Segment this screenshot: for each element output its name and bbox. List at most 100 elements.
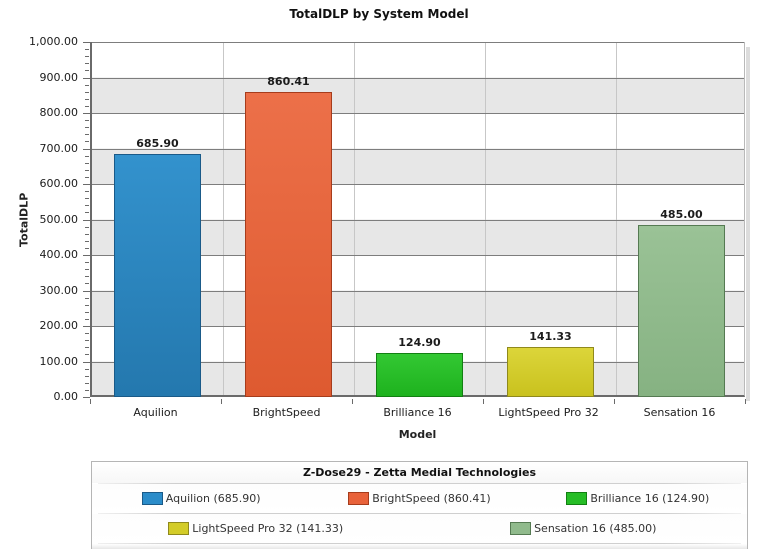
legend-color-swatch xyxy=(141,492,163,505)
legend-entry-brilliance-16[interactable]: Brilliance 16 (124.90) xyxy=(566,492,709,505)
legend-color-swatch xyxy=(510,522,532,535)
legend-separator xyxy=(98,543,741,544)
bar-value-label: 485.00 xyxy=(660,207,703,221)
y-gridline xyxy=(92,326,744,327)
bar-aquilion[interactable] xyxy=(114,153,201,397)
x-category-label-brilliance-16: Brilliance 16 xyxy=(383,406,452,419)
legend-entry-lightspeed-pro-32[interactable]: LightSpeed Pro 32 (141.33) xyxy=(168,522,343,535)
legend-color-swatch xyxy=(566,492,588,505)
y-minor-tick xyxy=(85,98,89,100)
y-major-tick xyxy=(83,148,90,150)
y-minor-tick xyxy=(85,63,89,65)
category-separator-line xyxy=(485,42,486,395)
y-minor-tick xyxy=(85,340,89,342)
legend-entry-label: Aquilion (685.90) xyxy=(165,492,261,505)
y-gridline xyxy=(92,148,744,150)
y-minor-tick xyxy=(85,389,89,391)
y-minor-tick xyxy=(85,283,89,285)
y-major-tick xyxy=(83,219,90,221)
y-tick-label: 200.00 xyxy=(39,319,79,332)
bar-brilliance-16[interactable] xyxy=(376,352,463,397)
category-separator-line xyxy=(616,42,617,395)
y-minor-tick xyxy=(85,233,89,235)
y-tick-label: 300.00 xyxy=(39,283,79,297)
x-axis-tick xyxy=(745,399,746,404)
y-minor-tick xyxy=(85,105,89,107)
y-major-tick xyxy=(83,326,90,327)
y-minor-tick xyxy=(85,333,89,335)
y-minor-tick xyxy=(85,304,89,306)
y-major-tick xyxy=(83,290,90,292)
legend-box: Z-Dose29 - Zetta Medial Technologies Aqu… xyxy=(91,461,748,549)
category-separator-line xyxy=(354,42,355,395)
y-minor-tick xyxy=(85,169,89,171)
y-minor-tick xyxy=(85,56,89,58)
y-major-tick xyxy=(83,184,90,185)
y-tick-label: 700.00 xyxy=(39,141,79,155)
legend-color-swatch xyxy=(168,522,190,535)
bar-sensation-16[interactable] xyxy=(638,224,725,397)
chart-title: TotalDLP by System Model xyxy=(289,7,469,21)
y-minor-tick xyxy=(85,212,89,214)
y-tick-label: 600.00 xyxy=(39,177,79,190)
y-tick-label: 800.00 xyxy=(39,106,79,119)
y-minor-tick xyxy=(85,70,89,72)
bar-lightspeed-pro-32[interactable] xyxy=(507,346,594,397)
bar-value-label: 685.90 xyxy=(136,136,179,150)
legend-entry-sensation-16[interactable]: Sensation 16 (485.00) xyxy=(510,522,656,535)
y-minor-tick xyxy=(85,247,89,249)
x-axis-tick xyxy=(614,399,615,404)
legend-row: LightSpeed Pro 32 (141.33) Sensation 16 (… xyxy=(92,514,747,543)
plot-area: 685.90 860.41 124.90 141.33 485.00 xyxy=(90,42,745,397)
legend-entry-label: Sensation 16 (485.00) xyxy=(534,522,657,535)
y-tick-label: 500.00 xyxy=(39,212,79,226)
x-category-label-lightspeed-pro-32: LightSpeed Pro 32 xyxy=(498,406,599,419)
bar-value-label: 860.41 xyxy=(267,74,310,88)
plot-shadow xyxy=(746,47,750,401)
y-tick-label: 400.00 xyxy=(39,248,79,261)
y-minor-tick xyxy=(85,262,89,264)
y-minor-tick xyxy=(85,91,89,93)
y-minor-tick xyxy=(85,354,89,356)
x-axis-title: Model xyxy=(398,428,437,441)
legend-cell: Brilliance 16 (124.90) xyxy=(529,492,747,505)
bar-value-label: 124.90 xyxy=(398,335,441,349)
legend-bottom-strip xyxy=(92,544,747,549)
y-minor-tick xyxy=(85,276,89,278)
y-major-tick xyxy=(83,397,90,398)
y-major-tick xyxy=(83,361,90,363)
y-minor-tick xyxy=(85,191,89,193)
legend-separator xyxy=(98,513,741,514)
y-minor-tick xyxy=(85,382,89,384)
x-axis-tick xyxy=(90,399,91,404)
y-minor-tick xyxy=(85,84,89,86)
legend-entry-label: LightSpeed Pro 32 (141.33) xyxy=(192,522,344,535)
legend-entry-aquilion[interactable]: Aquilion (685.90) xyxy=(141,492,261,505)
y-minor-tick xyxy=(85,375,89,377)
x-axis-tick xyxy=(483,399,484,404)
bar-brightspeed[interactable] xyxy=(245,91,332,397)
legend-entry-brightspeed[interactable]: BrightSpeed (860.41) xyxy=(348,492,491,505)
y-gridline xyxy=(92,290,744,292)
y-gridline xyxy=(92,255,744,256)
y-minor-tick xyxy=(85,318,89,320)
legend-color-swatch xyxy=(348,492,370,505)
y-minor-tick xyxy=(85,155,89,157)
y-minor-tick xyxy=(85,120,89,122)
x-axis-tick xyxy=(221,399,222,404)
x-category-label-brightspeed: BrightSpeed xyxy=(252,406,321,419)
y-minor-tick xyxy=(85,311,89,313)
legend-cell: LightSpeed Pro 32 (141.33) xyxy=(92,522,420,535)
category-separator-line xyxy=(223,42,224,395)
x-axis-tick xyxy=(352,399,353,404)
bar-value-label: 141.33 xyxy=(529,329,572,343)
y-tick-label: 100.00 xyxy=(39,354,79,368)
legend-cell: Aquilion (685.90) xyxy=(92,492,310,505)
y-gridline xyxy=(92,219,744,221)
y-minor-tick xyxy=(85,176,89,178)
y-tick-label: 0.00 xyxy=(53,390,79,403)
y-gridline xyxy=(92,113,744,114)
y-minor-tick xyxy=(85,198,89,200)
legend-row: Aquilion (685.90) BrightSpeed (860.41) Bri… xyxy=(92,484,747,513)
